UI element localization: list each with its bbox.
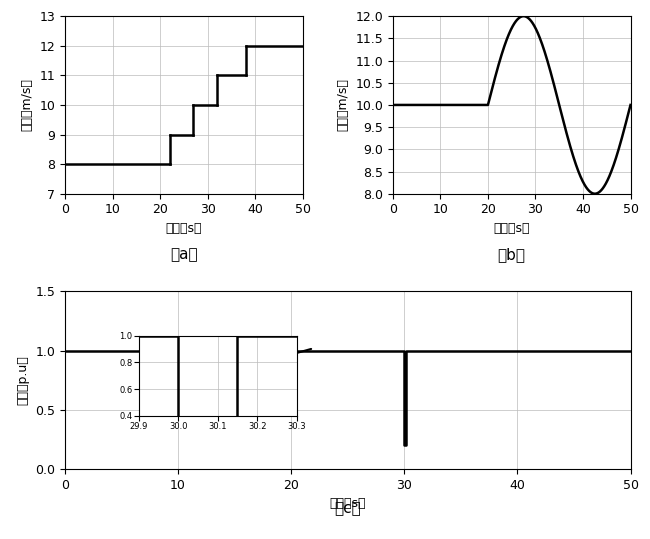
Y-axis label: 风速（m/s）: 风速（m/s） xyxy=(337,79,350,132)
Text: （c）: （c） xyxy=(334,501,361,516)
X-axis label: 时间（s）: 时间（s） xyxy=(330,497,366,510)
Y-axis label: 电压（p.u）: 电压（p.u） xyxy=(17,355,30,405)
X-axis label: 时间（s）: 时间（s） xyxy=(493,222,530,235)
Y-axis label: 风速（m/s）: 风速（m/s） xyxy=(21,79,34,132)
Text: （a）: （a） xyxy=(170,247,198,262)
X-axis label: 时间（s）: 时间（s） xyxy=(166,222,202,235)
Text: （b）: （b） xyxy=(498,247,526,262)
